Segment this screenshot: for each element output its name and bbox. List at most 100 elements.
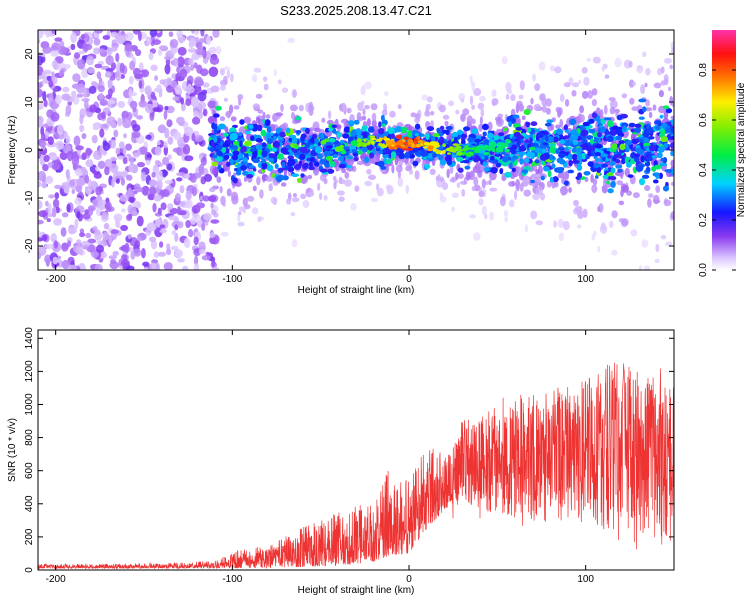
spectrogram-cell — [601, 65, 605, 72]
spectrogram-cell — [280, 182, 287, 187]
spectrogram-cell — [659, 114, 664, 119]
spectrogram-cell — [640, 84, 646, 95]
spectrogram-cell — [325, 155, 333, 161]
spectrogram-cell — [65, 135, 71, 145]
spectrogram-cell — [398, 152, 405, 160]
spectrogram-cell — [257, 216, 264, 221]
spectrogram-cell — [59, 69, 65, 77]
spectrogram-cell — [471, 128, 479, 135]
spectrogram-cell — [39, 141, 47, 147]
spectrogram-cell — [447, 152, 451, 155]
spectrogram-cell — [571, 160, 580, 164]
spectrogram-cell — [202, 195, 210, 202]
spectrogram-cell — [647, 198, 652, 208]
spectrogram-cell — [564, 129, 570, 133]
spectrogram-cell — [439, 196, 447, 203]
spectrogram-cell — [42, 90, 47, 102]
spectrogram-cell — [592, 56, 601, 64]
spectrogram-cell — [430, 136, 436, 142]
spectrogram-cell — [480, 136, 486, 140]
spectrogram-cell — [362, 108, 366, 116]
spectrogram-cell — [396, 134, 402, 140]
spectrogram-cell — [286, 127, 291, 134]
spectrogram-cell — [234, 167, 238, 172]
spectrogram-cell — [602, 174, 609, 180]
spectrogram-cell — [51, 42, 61, 50]
spectrogram-cell — [273, 69, 277, 77]
y-tick-label: -20 — [24, 238, 35, 253]
spectrogram-cell — [509, 162, 513, 170]
spectrogram-cell — [193, 248, 201, 257]
spectrogram-cell — [171, 229, 177, 236]
spectrogram-cell — [76, 177, 86, 187]
spectrogram-cell — [378, 150, 383, 155]
spectrogram-cell — [232, 177, 238, 184]
spectrogram-cell — [266, 164, 274, 172]
spectrogram-cell — [79, 228, 85, 234]
spectrogram-cell — [532, 193, 540, 201]
spectrogram-cell — [45, 175, 54, 184]
colorbar-tick-label: 0.6 — [698, 113, 709, 127]
spectrogram-cell — [287, 37, 296, 43]
spectrogram-cell — [336, 190, 345, 196]
spectrogram-cell — [136, 215, 144, 227]
spectrogram-cell — [259, 189, 264, 199]
spectrogram-cell — [635, 165, 644, 172]
spectrogram-cell — [110, 122, 117, 129]
spectrogram-cell — [230, 73, 234, 83]
spectrogram-cell — [126, 174, 133, 181]
spectrogram-cell — [188, 58, 194, 66]
spectrogram-cell — [115, 147, 121, 155]
x-tick-label: 0 — [406, 574, 412, 585]
spectrogram-cell — [82, 212, 91, 220]
spectrogram-cell — [313, 161, 320, 167]
spectrogram-cell — [663, 110, 669, 120]
spectrogram-cell — [134, 240, 141, 249]
spectrogram-cell — [201, 255, 211, 261]
spectrogram-cell — [250, 135, 255, 141]
spectrogram-cell — [85, 159, 94, 168]
spectrogram-cell — [546, 119, 554, 124]
spectrogram-cell — [644, 185, 651, 191]
spectrogram-cell — [660, 235, 667, 240]
spectrogram-cell — [136, 115, 144, 120]
spectrogram-cell — [53, 218, 62, 226]
spectrogram-cell — [175, 249, 184, 258]
spectrogram-cell — [149, 185, 157, 196]
spectrogram-cell — [644, 82, 648, 88]
spectrogram-cell — [606, 120, 614, 128]
spectrogram-cell — [415, 143, 422, 148]
spectrogram-cell — [233, 105, 240, 110]
spectrogram-cell — [424, 110, 431, 117]
spectrogram-cell — [456, 156, 464, 162]
spectrogram-cell — [201, 222, 206, 231]
spectrogram-cell — [441, 150, 446, 154]
spectrogram-cell — [115, 35, 126, 45]
spectrogram-cell — [117, 100, 126, 109]
spectrogram-cell — [221, 147, 227, 153]
spectrogram-cell — [513, 190, 518, 201]
spectrogram-cell — [652, 104, 657, 111]
spectrogram-cell — [642, 106, 647, 113]
spectrogram-cell — [256, 176, 261, 186]
spectrogram-cell — [498, 148, 504, 153]
spectrogram-cell — [375, 154, 379, 160]
spectrogram-cell — [505, 139, 511, 144]
spectrogram-cell — [613, 154, 621, 158]
spectrogram-cell — [257, 109, 264, 114]
spectrogram-cell — [303, 162, 309, 168]
spectrogram-cell — [519, 157, 524, 165]
spectrogram-cell — [202, 153, 207, 158]
spectrogram-cell — [105, 68, 114, 73]
spectrogram-cell — [308, 101, 313, 109]
spectrogram-cell — [93, 150, 103, 161]
spectrogram-cell — [94, 30, 103, 34]
spectrogram-cell — [89, 104, 97, 113]
x-tick-label: -200 — [46, 274, 66, 285]
spectrogram-cell — [86, 148, 92, 156]
spectrogram-cell — [84, 209, 90, 215]
spectrogram-cell — [432, 133, 440, 137]
spectrogram-cell — [384, 90, 389, 97]
spectrogram-cell — [364, 105, 370, 110]
